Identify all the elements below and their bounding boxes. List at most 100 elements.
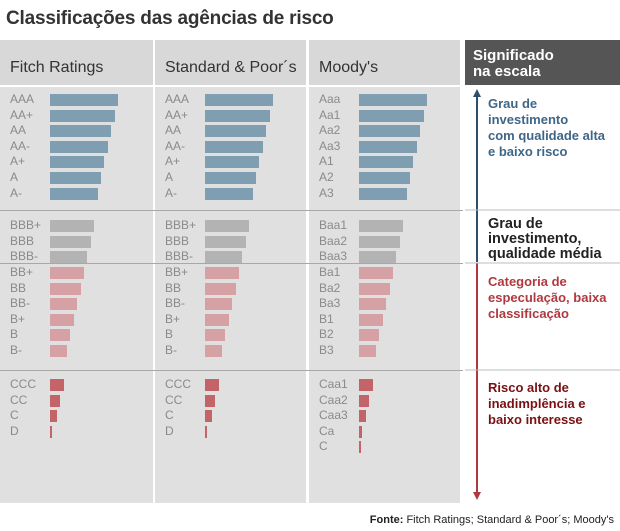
rating-bar bbox=[205, 187, 253, 200]
rating-bar bbox=[50, 410, 57, 423]
meaning-line: Categoria de bbox=[488, 274, 567, 289]
rating-bar bbox=[205, 140, 263, 153]
rating-bar bbox=[50, 187, 98, 200]
rating-bar bbox=[205, 410, 212, 423]
rating-label: Aa2 bbox=[319, 123, 341, 138]
rating-bar bbox=[359, 156, 413, 169]
rating-bar bbox=[205, 379, 219, 391]
rating-bar bbox=[205, 394, 215, 407]
rating-bar bbox=[50, 94, 118, 106]
section-divider bbox=[0, 263, 156, 264]
rating-label: BBB+ bbox=[165, 218, 197, 232]
rating-label: BB- bbox=[165, 296, 186, 311]
agency-header: Fitch Ratings bbox=[0, 40, 153, 87]
rating-bar bbox=[205, 425, 207, 438]
meaning-line: classificação bbox=[488, 306, 569, 321]
rating-bar bbox=[50, 235, 91, 248]
rating-label: Ba3 bbox=[319, 296, 341, 311]
rating-bar bbox=[359, 140, 417, 153]
rating-label: D bbox=[165, 423, 174, 438]
rating-label: A bbox=[165, 170, 174, 184]
rating-label: A1 bbox=[319, 154, 334, 169]
rating-label: BBB bbox=[10, 233, 35, 248]
rating-label: Caa2 bbox=[319, 392, 348, 407]
rating-bar bbox=[205, 172, 256, 184]
rating-bar bbox=[359, 329, 379, 342]
meaning-line: investimento bbox=[488, 112, 569, 127]
rating-bar bbox=[205, 156, 259, 169]
rating-label: Aa1 bbox=[319, 107, 341, 122]
rating-label: A+ bbox=[165, 154, 181, 169]
rating-label: Baa3 bbox=[319, 249, 348, 264]
rating-label: AA- bbox=[10, 138, 31, 153]
rating-bar bbox=[205, 282, 236, 295]
section-divider bbox=[155, 370, 309, 371]
rating-bar bbox=[359, 109, 424, 122]
rating-label: B+ bbox=[165, 311, 181, 326]
rating-label: B- bbox=[10, 343, 22, 357]
rating-bar bbox=[50, 313, 74, 326]
rating-bar bbox=[359, 187, 407, 200]
rating-bar bbox=[359, 394, 369, 407]
section-divider bbox=[309, 370, 463, 371]
rating-bar bbox=[50, 125, 111, 138]
chart-title: Classificações das agências de risco bbox=[6, 8, 334, 29]
agency-column: Standard & Poor´s AAA AA+ AA AA- A+ A A- BBB+ BBB… bbox=[155, 40, 309, 503]
rating-label: A+ bbox=[10, 154, 26, 169]
rating-bar bbox=[205, 313, 229, 326]
arrow-down-icon bbox=[473, 492, 481, 500]
rating-bar bbox=[359, 345, 376, 357]
rating-bar bbox=[50, 379, 64, 391]
rating-bar bbox=[359, 267, 393, 279]
rating-label: BB bbox=[10, 280, 27, 295]
rating-bar bbox=[205, 329, 225, 342]
rating-label: A- bbox=[165, 185, 177, 200]
rating-label: AA bbox=[165, 123, 182, 138]
meaning-line: qualidade média bbox=[488, 246, 602, 262]
rating-bar bbox=[205, 235, 246, 248]
rating-label: BBB- bbox=[10, 249, 39, 264]
rating-label: Ba2 bbox=[319, 280, 341, 295]
rating-label: B- bbox=[165, 343, 177, 357]
rating-bar bbox=[359, 313, 383, 326]
rating-label: Aaa bbox=[319, 92, 341, 106]
rating-label: BB- bbox=[10, 296, 31, 311]
source-note: Fonte: Fitch Ratings; Standard & Poor´s;… bbox=[369, 514, 614, 526]
rating-label: D bbox=[10, 423, 19, 438]
rating-label: A bbox=[10, 170, 19, 184]
rating-label: BB+ bbox=[10, 265, 34, 279]
rating-bar bbox=[359, 220, 403, 232]
rating-bar bbox=[50, 345, 67, 357]
meaning-header-text: Significado na escala bbox=[473, 47, 554, 80]
rating-label: CC bbox=[165, 392, 183, 407]
rating-label: Baa2 bbox=[319, 233, 348, 248]
rating-label: B1 bbox=[319, 311, 334, 326]
agency-name: Fitch Ratings bbox=[10, 59, 104, 76]
rating-bar bbox=[205, 125, 266, 138]
rating-bar bbox=[359, 410, 366, 423]
meaning-line: e baixo risco bbox=[488, 144, 568, 159]
meaning-line: Risco alto de bbox=[488, 380, 569, 395]
meaning-header: Significado na escala bbox=[465, 40, 620, 85]
rating-label: B2 bbox=[319, 327, 334, 342]
rating-bar bbox=[205, 298, 232, 311]
rating-label: BBB- bbox=[165, 249, 194, 264]
meaning-line: baixo interesse bbox=[488, 412, 583, 427]
rating-bar bbox=[205, 251, 242, 264]
rating-bar bbox=[359, 94, 427, 106]
agency-column: Moody's Aaa Aa1 Aa2 Aa3 A1 A2 A3 Baa1 Baa2 Baa3 Ba1… bbox=[309, 40, 463, 503]
agency-header: Standard & Poor´s bbox=[155, 40, 306, 87]
rating-label: BB bbox=[165, 280, 182, 295]
rating-bar bbox=[359, 425, 362, 438]
section-divider bbox=[155, 210, 309, 211]
rating-label: A3 bbox=[319, 185, 334, 200]
rating-bar bbox=[205, 109, 270, 122]
agency-name: Standard & Poor´s bbox=[165, 59, 297, 76]
rating-label: Caa3 bbox=[319, 408, 348, 423]
arrow-up-icon bbox=[473, 89, 481, 97]
rating-bar bbox=[50, 220, 94, 232]
meaning-line: investimento, bbox=[488, 231, 582, 247]
rating-label: AA+ bbox=[10, 107, 34, 122]
rating-bar bbox=[359, 441, 361, 454]
meaning-text: Grau de investimento com qualidade alta e b… bbox=[488, 96, 605, 160]
